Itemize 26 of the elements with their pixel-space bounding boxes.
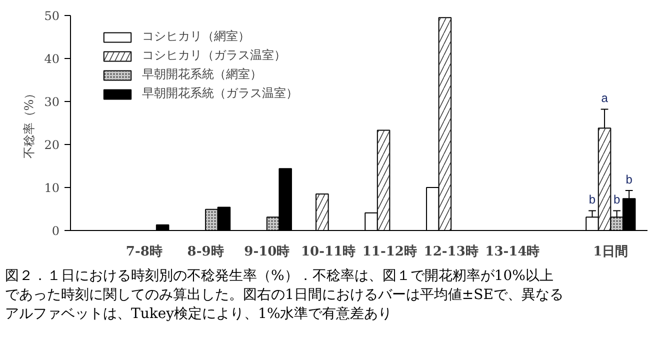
x-tick-label: 11-12時	[362, 244, 417, 260]
legend-label: 早朝開花系統（網室）	[142, 66, 263, 83]
x-tick-label: 10-11時	[301, 244, 356, 260]
y-tick-label: 20	[44, 138, 60, 152]
text: アルファベットは、Tukey検定により、1%水準で有意差あり	[5, 306, 392, 322]
y-axis-title: 不稔率（%）	[22, 87, 36, 159]
x-tick-label: 7-8時	[126, 244, 162, 260]
x-tick-label: 8-9時	[187, 244, 224, 260]
y-tick-label: 40	[44, 52, 60, 66]
y-tick-label: 30	[44, 95, 60, 109]
x-tick-label: 12-13時	[424, 244, 478, 260]
data-label: b	[626, 172, 633, 187]
x-tick-label: 13-14時	[485, 244, 540, 260]
data-label: a	[601, 91, 608, 106]
y-tick-label: 50	[44, 9, 60, 23]
y-tick-label: 10	[44, 181, 60, 195]
caption: 図２．１日における時刻別の不稔発生率（%）．不稔率は、図１で開花籾率が10%以上	[5, 268, 554, 284]
x-tick-label: 1日間	[593, 244, 628, 260]
legend-label: 早朝開花系統（ガラス温室）	[142, 85, 299, 102]
legend-label: コシヒカリ（網室）	[142, 28, 251, 45]
text: であった時刻に関してのみ算出した。図右の1日間におけるバーは平均値±SEで、異なる	[5, 287, 564, 303]
data-label: b	[613, 192, 620, 207]
y-tick-label: 0	[52, 224, 60, 238]
data-label: b	[588, 192, 596, 207]
legend-label: コシヒカリ（ガラス温室）	[142, 47, 287, 64]
x-tick-label: 9-10時	[244, 244, 290, 260]
